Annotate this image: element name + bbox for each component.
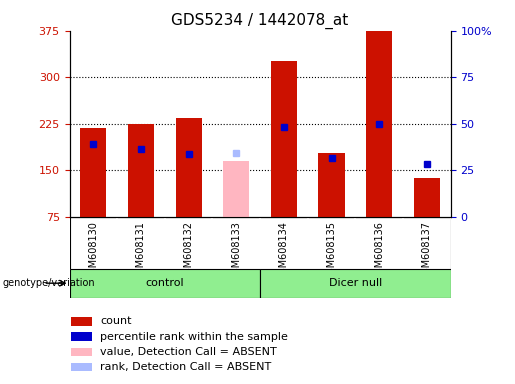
Bar (71, 348, 92, 356)
Bar (366, 31, 392, 217)
Text: GSM608133: GSM608133 (231, 221, 241, 280)
Text: GSM608132: GSM608132 (184, 221, 194, 280)
Bar (80, 128, 107, 217)
Text: GSM608137: GSM608137 (422, 221, 432, 280)
Text: count: count (100, 316, 131, 326)
Bar (70, 269, 260, 298)
Text: control: control (146, 278, 184, 288)
Text: GSM608131: GSM608131 (136, 221, 146, 280)
Bar (414, 179, 440, 217)
Text: rank, Detection Call = ABSENT: rank, Detection Call = ABSENT (100, 362, 271, 372)
Bar (71, 317, 92, 326)
Bar (271, 61, 297, 217)
Bar (128, 124, 154, 217)
Text: GSM608134: GSM608134 (279, 221, 289, 280)
Bar (318, 153, 345, 217)
Bar (176, 118, 202, 217)
Bar (71, 363, 92, 371)
Text: GSM608136: GSM608136 (374, 221, 384, 280)
Title: GDS5234 / 1442078_at: GDS5234 / 1442078_at (171, 13, 349, 29)
Bar (71, 333, 92, 341)
Text: GSM608130: GSM608130 (89, 221, 98, 280)
Bar (260, 269, 451, 298)
Text: Dicer null: Dicer null (329, 278, 382, 288)
Bar (223, 161, 249, 217)
Text: GSM608135: GSM608135 (327, 221, 336, 280)
Text: value, Detection Call = ABSENT: value, Detection Call = ABSENT (100, 347, 277, 357)
Text: genotype/variation: genotype/variation (3, 278, 95, 288)
Text: percentile rank within the sample: percentile rank within the sample (100, 332, 288, 342)
